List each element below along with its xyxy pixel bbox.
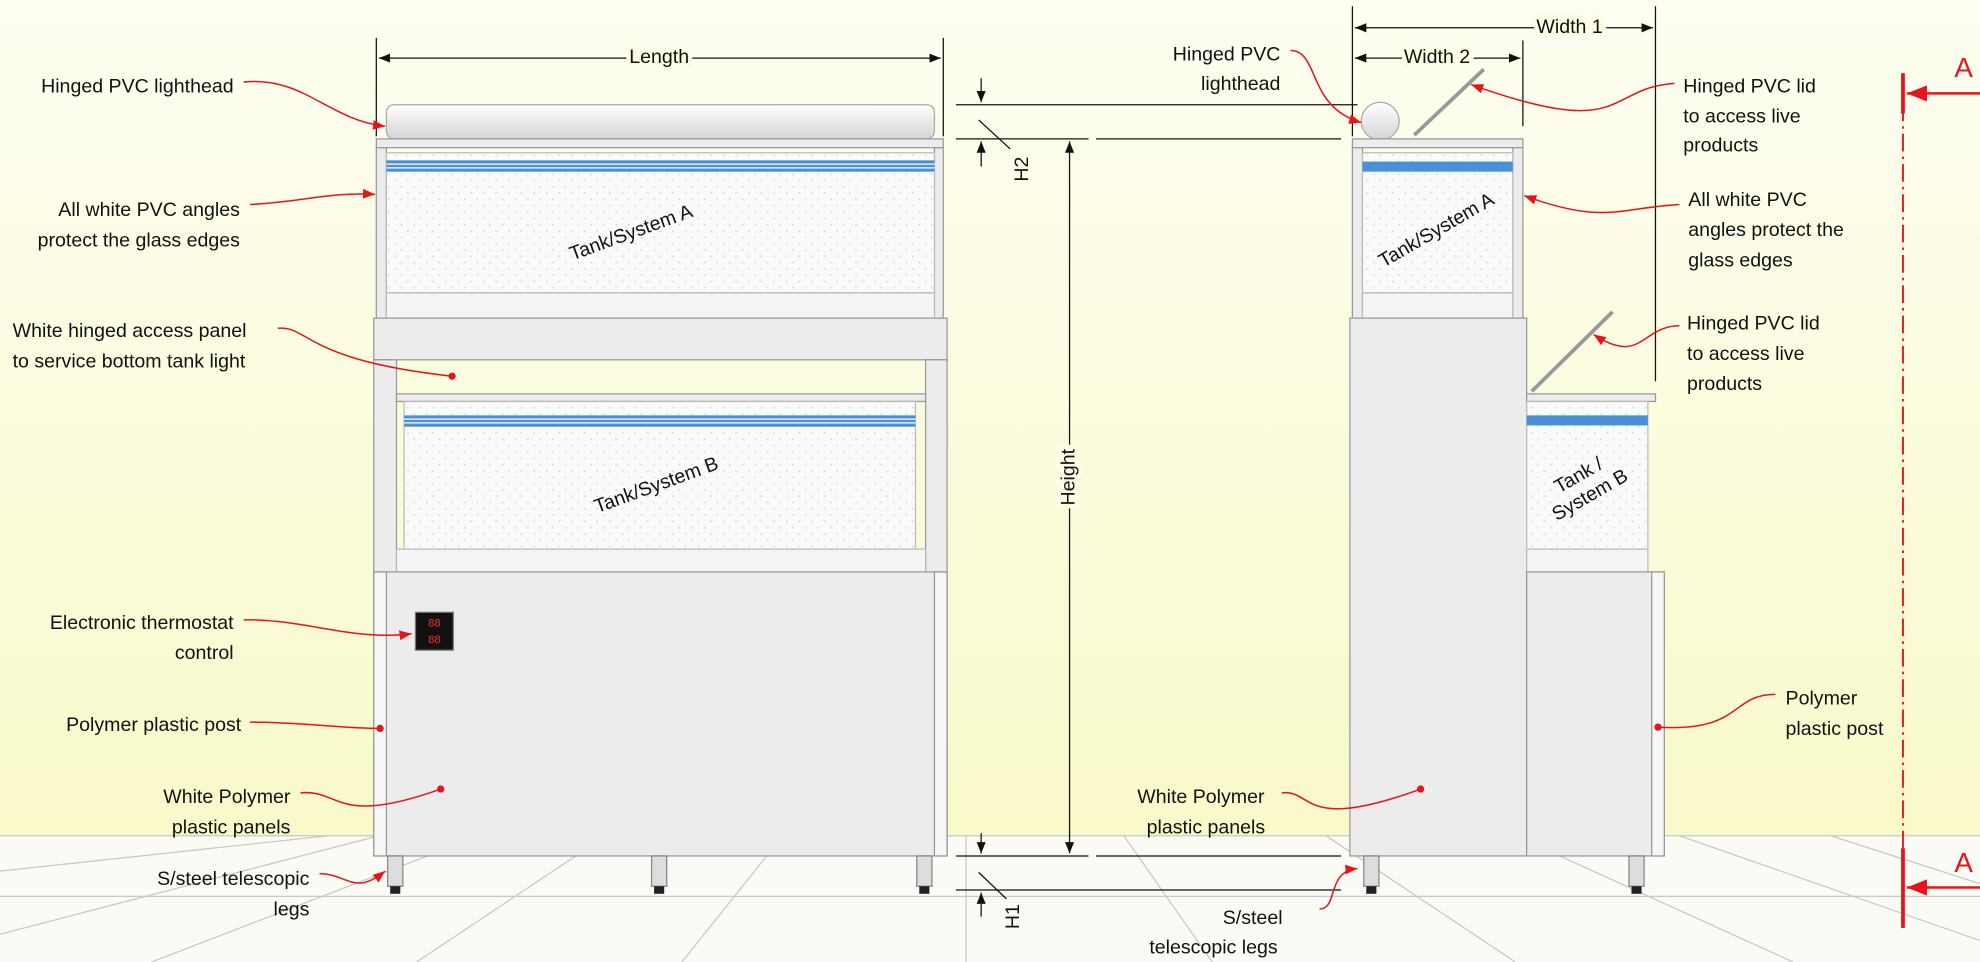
callout-text: legs xyxy=(273,898,309,920)
callout-text: Polymer xyxy=(1786,688,1858,710)
callout-text: S/steel xyxy=(1223,907,1283,929)
callout-text: to service bottom tank light xyxy=(13,351,246,373)
dimension-label: Length xyxy=(629,46,689,68)
section-line: A A xyxy=(1901,52,1980,928)
callout-text: S/steel telescopic xyxy=(157,868,309,890)
side-callouts: Hinged PVC lighthead Hinged PVC lid to a… xyxy=(1137,44,1884,959)
dimension-label: H1 xyxy=(1002,904,1024,929)
callout-text: to access live xyxy=(1687,343,1805,365)
callout-text: plastic panels xyxy=(172,816,291,838)
section-label: A xyxy=(1954,52,1973,83)
callout-text: to access live xyxy=(1683,106,1801,128)
leaders xyxy=(243,49,1776,910)
front-callouts: Hinged PVC lighthead All white PVC angle… xyxy=(13,75,310,920)
front-cabinet: 88 88 Tank/System A Tank/System B xyxy=(373,104,948,894)
dimension-label: Height xyxy=(1058,448,1080,505)
thermostat-digits: 88 xyxy=(428,634,441,646)
callout-text: lighthead xyxy=(1201,73,1280,95)
callout-text: Polymer plastic post xyxy=(66,714,242,736)
callout-text: Hinged PVC xyxy=(1173,44,1281,66)
callout-text: products xyxy=(1683,135,1758,157)
dimension-label: H2 xyxy=(1011,157,1033,182)
callout-text: angles protect the xyxy=(1688,219,1844,241)
callout-text: Hinged PVC lid xyxy=(1687,313,1820,335)
section-label: A xyxy=(1954,847,1973,878)
callout-text: White Polymer xyxy=(1137,786,1265,808)
callout-text: Electronic thermostat xyxy=(50,612,234,634)
callout-text: telescopic legs xyxy=(1149,936,1278,958)
callout-text: All white PVC angles xyxy=(58,199,240,221)
dimension-label: Width 1 xyxy=(1536,16,1602,38)
dimension-label: Width 2 xyxy=(1404,46,1470,68)
callout-text: plastic post xyxy=(1786,718,1884,740)
callout-text: White Polymer xyxy=(163,786,291,808)
thermostat-digits: 88 xyxy=(428,618,441,630)
callout-text: glass edges xyxy=(1688,250,1793,272)
side-cabinet: Tank/System A Tank / System B xyxy=(1349,68,1665,894)
dimensions: Length H2 H1 Height Width 1 Width 2 xyxy=(375,6,1657,929)
callout-text: plastic panels xyxy=(1147,816,1266,838)
callout-text: Hinged PVC lighthead xyxy=(41,75,234,97)
callout-text: protect the glass edges xyxy=(38,229,241,251)
callout-text: Hinged PVC lid xyxy=(1683,75,1816,97)
callout-text: products xyxy=(1687,373,1762,395)
callout-text: White hinged access panel xyxy=(13,320,247,342)
callout-text: control xyxy=(175,642,234,664)
callout-text: All white PVC xyxy=(1688,189,1807,211)
